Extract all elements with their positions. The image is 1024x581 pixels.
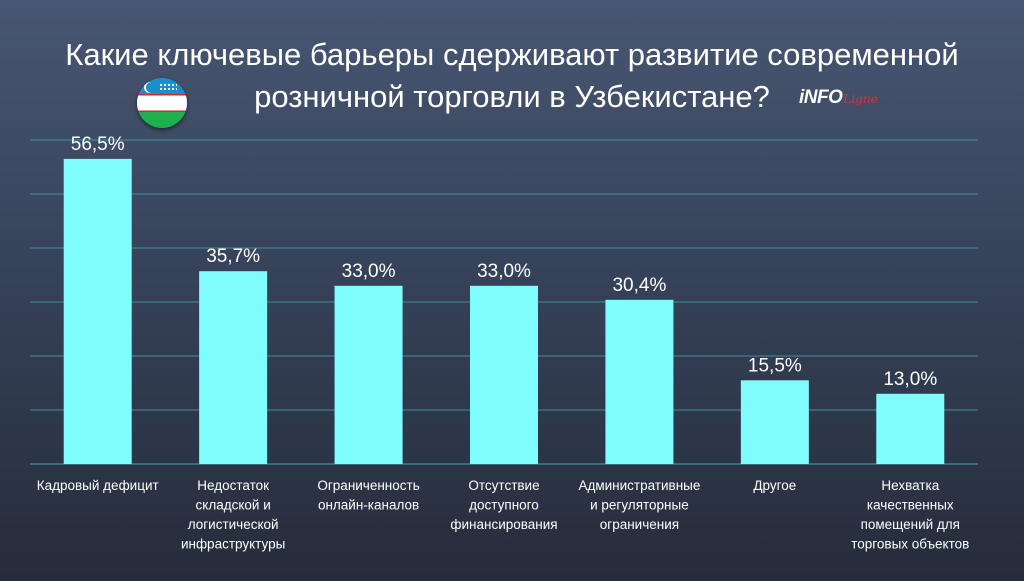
category-label-line: помещений для bbox=[861, 517, 960, 532]
data-label: 33,0% bbox=[477, 261, 531, 282]
category-label-line: финансирования bbox=[450, 517, 557, 532]
bar bbox=[334, 285, 403, 464]
category-label: Ограниченность онлайн-каналов bbox=[317, 478, 419, 513]
data-label: 13,0% bbox=[883, 369, 937, 390]
category-label: Кадровый дефицит bbox=[37, 478, 159, 493]
category-label-line: Административные bbox=[578, 478, 700, 493]
chart-title-line-2: розничной торговли в Узбекистане? bbox=[254, 79, 770, 114]
stars-icon bbox=[159, 83, 177, 92]
category-label-line: торговых объектов bbox=[851, 537, 969, 552]
chart-title: Какие ключевые барьеры сдерживают развит… bbox=[0, 34, 1024, 118]
bar bbox=[199, 271, 268, 464]
logo-sub-text: Ligne bbox=[843, 92, 878, 106]
category-label-line: инфраструктуры bbox=[181, 537, 285, 552]
bar bbox=[605, 299, 674, 464]
data-label: 15,5% bbox=[748, 355, 802, 376]
category-label-line: Недостаток bbox=[197, 478, 269, 493]
category-label-line: Другое bbox=[753, 478, 796, 493]
category-label-line: и регуляторные bbox=[590, 498, 689, 513]
data-label: 35,7% bbox=[206, 246, 260, 267]
category-label-line: Кадровый дефицит bbox=[37, 478, 159, 493]
category-label-line: доступного bbox=[469, 498, 539, 513]
bar bbox=[740, 380, 809, 464]
category-label-line: Ограниченность bbox=[317, 478, 419, 493]
infoline-logo: iNFOLigne bbox=[799, 87, 878, 109]
data-label: 56,5% bbox=[71, 134, 125, 155]
category-label-line: логистической bbox=[188, 517, 279, 532]
category-label-line: складской и bbox=[196, 498, 271, 513]
chart-title-line-1: Какие ключевые барьеры сдерживают развит… bbox=[65, 37, 959, 72]
category-label: Отсутствие доступного финансирования bbox=[450, 478, 557, 532]
category-label: Нехватка качественных помещений для торговы… bbox=[851, 478, 969, 552]
bar bbox=[63, 158, 132, 464]
category-label-line: Отсутствие bbox=[468, 478, 539, 493]
category-label: Административные и регуляторные ограничени… bbox=[578, 478, 700, 532]
data-label: 30,4% bbox=[612, 275, 666, 296]
bar bbox=[470, 285, 538, 464]
category-label-line: ограничения bbox=[600, 517, 679, 532]
category-label: Другое bbox=[753, 478, 796, 493]
category-label-line: онлайн-каналов bbox=[318, 498, 419, 513]
category-label: Недостаток складской и логистической инфрас… bbox=[181, 478, 285, 552]
category-label-line: Нехватка bbox=[881, 478, 939, 493]
logo-main-text: iNFO bbox=[799, 87, 843, 108]
uzbekistan-flag-icon bbox=[137, 78, 187, 128]
bar bbox=[876, 393, 945, 464]
data-label: 33,0% bbox=[342, 261, 396, 282]
category-label-line: качественных bbox=[867, 498, 954, 513]
